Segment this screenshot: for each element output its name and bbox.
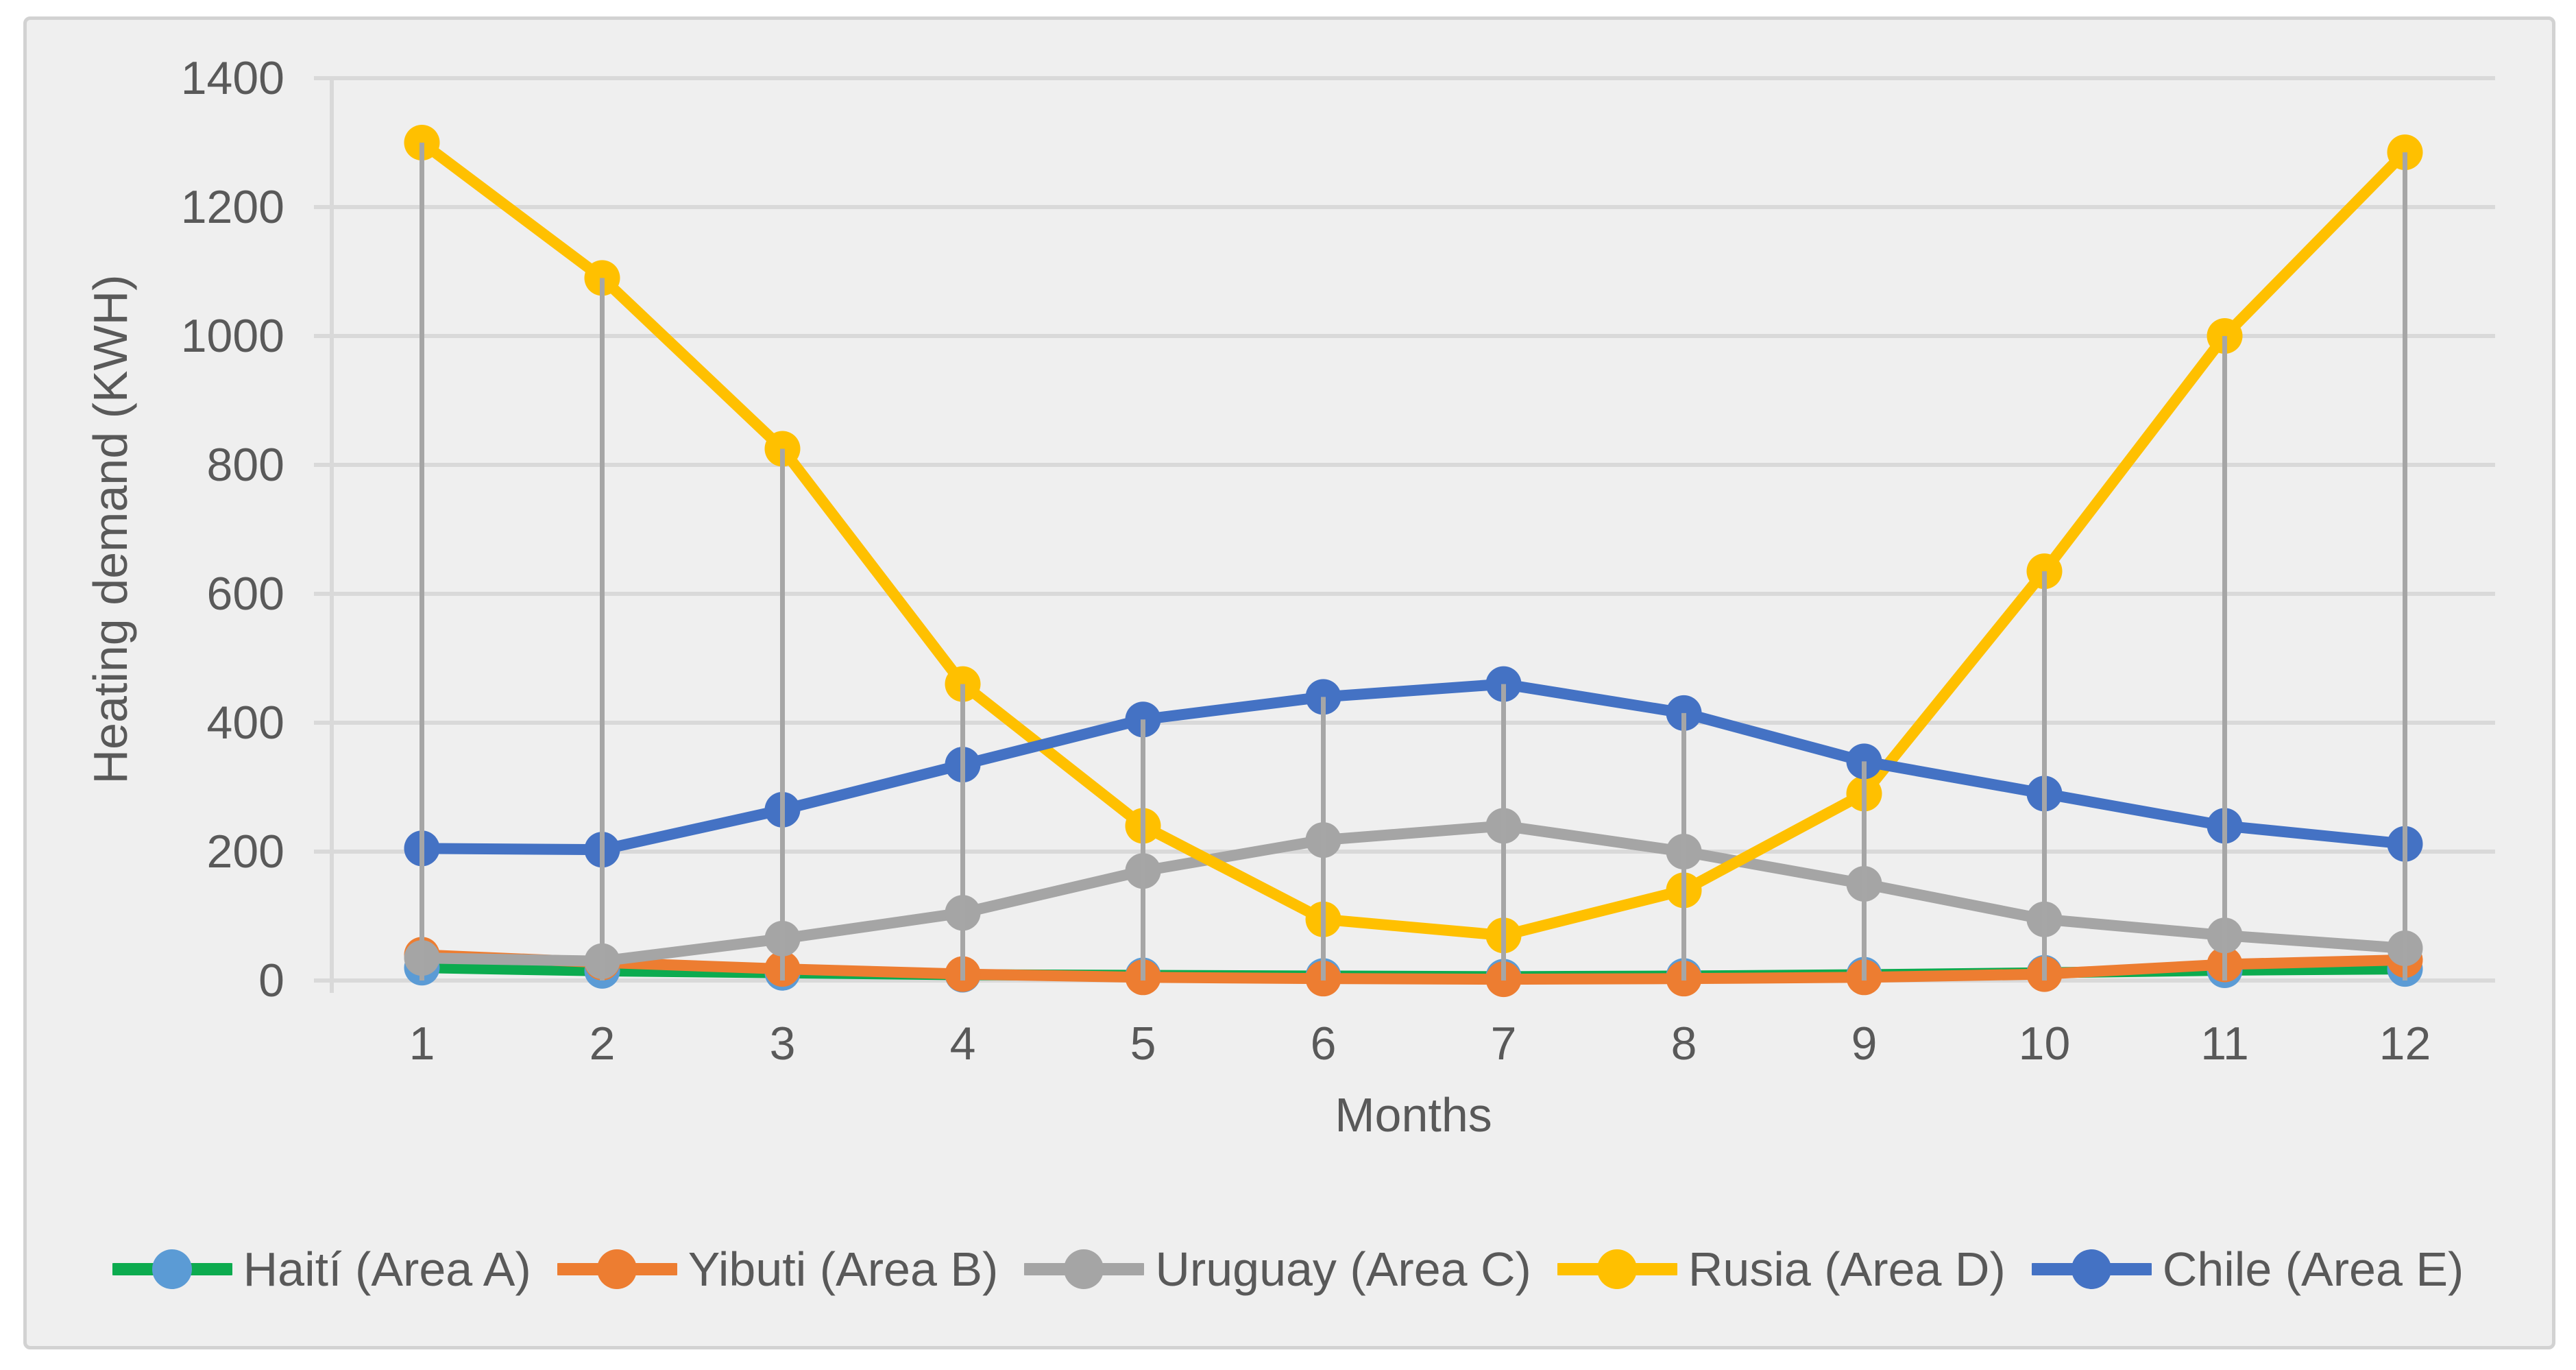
- y-tick-label-800: 800: [207, 439, 284, 491]
- legend-item-hait-area-a: Haití (Area A): [112, 1242, 531, 1297]
- legend-swatch-chile-area-e: [2031, 1249, 2152, 1289]
- legend-marker-uruguay-area-c: [1064, 1249, 1104, 1289]
- legend-swatch-yibuti-area-b: [557, 1249, 677, 1289]
- legend-label-chile-area-e: Chile (Area E): [2162, 1242, 2464, 1296]
- legend-label-rusia-area-d: Rusia (Area D): [1688, 1242, 2006, 1296]
- series-line-rusia-area-d: [416, 137, 2411, 941]
- legend: Haití (Area A) Yibuti (Area B) Uruguay (Ar…: [27, 1231, 2549, 1307]
- legend-marker-rusia-area-d: [1596, 1249, 1637, 1289]
- y-tick-label-1000: 1000: [181, 310, 284, 362]
- y-tick-label-600: 600: [207, 568, 284, 620]
- series-line-chile-area-e: [416, 678, 2411, 856]
- x-tick-label-8: 8: [1671, 1018, 1697, 1070]
- legend-swatch-hait-area-a: [112, 1249, 232, 1289]
- x-tick-label-10: 10: [2019, 1018, 2071, 1070]
- x-tick-label-5: 5: [1130, 1018, 1156, 1070]
- legend-label-hait-area-a: Haití (Area A): [243, 1242, 531, 1296]
- x-tick-label-2: 2: [590, 1018, 616, 1070]
- y-tick-label-1200: 1200: [181, 181, 284, 233]
- legend-item-rusia-area-d: Rusia (Area D): [1557, 1242, 2006, 1297]
- x-tick-label-11: 11: [2200, 1018, 2249, 1070]
- drop-lines: [420, 143, 2407, 981]
- legend-marker-hait-area-a: [151, 1249, 192, 1289]
- x-tick-label-6: 6: [1311, 1018, 1337, 1070]
- legend-swatch-rusia-area-d: [1557, 1249, 1677, 1289]
- legend-item-uruguay-area-c: Uruguay (Area C): [1024, 1242, 1531, 1297]
- legend-item-chile-area-e: Chile (Area E): [2031, 1242, 2464, 1297]
- x-tick-label-12: 12: [2379, 1018, 2431, 1070]
- series-lines: [404, 125, 2423, 998]
- x-axis-title: Months: [1335, 1088, 1492, 1142]
- y-tick-label-200: 200: [207, 826, 284, 878]
- x-tick-label-7: 7: [1491, 1018, 1517, 1070]
- y-axis-tick-labels: 0 200 400 600 800 1000 1200 1400: [181, 52, 284, 1007]
- legend-label-yibuti-area-b: Yibuti (Area B): [688, 1242, 999, 1296]
- x-tick-label-1: 1: [409, 1018, 435, 1070]
- legend-swatch-uruguay-area-c: [1024, 1249, 1145, 1289]
- gridlines: [314, 76, 2495, 983]
- y-tick-label-1400: 1400: [181, 52, 284, 104]
- x-tick-label-4: 4: [950, 1018, 976, 1070]
- y-tick-label-0: 0: [258, 954, 284, 1007]
- series-line-yibuti-area-b: [416, 949, 2411, 985]
- x-tick-label-9: 9: [1851, 1018, 1878, 1070]
- legend-label-uruguay-area-c: Uruguay (Area C): [1155, 1242, 1531, 1296]
- series-chile-area-e: [404, 666, 2423, 868]
- chart-panel: [23, 16, 2555, 1349]
- y-tick-label-400: 400: [207, 697, 284, 749]
- legend-item-yibuti-area-b: Yibuti (Area B): [557, 1242, 999, 1297]
- series-uruguay-area-c: [404, 808, 2423, 979]
- x-tick-label-3: 3: [770, 1018, 796, 1070]
- y-axis-title: Heating demand (KWH): [84, 274, 137, 784]
- legend-marker-yibuti-area-b: [596, 1249, 637, 1289]
- legend-marker-chile-area-e: [2071, 1249, 2111, 1289]
- x-axis-tick-labels: 1 2 3 4 5 6 7 8 9 10 11 12: [409, 1018, 2431, 1070]
- series-line-uruguay-area-c: [416, 820, 2411, 967]
